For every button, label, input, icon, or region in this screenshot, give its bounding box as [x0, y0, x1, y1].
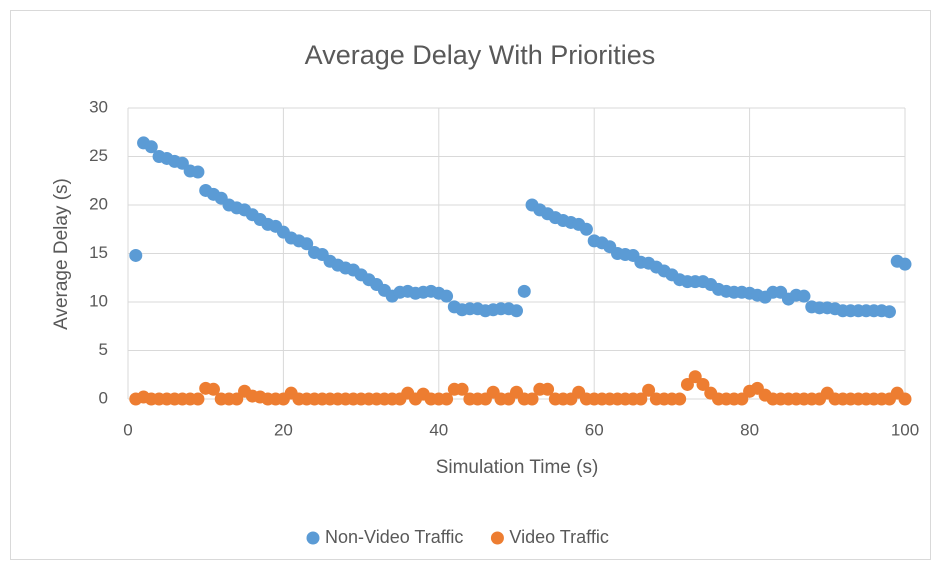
point	[882, 305, 896, 319]
point	[455, 382, 469, 396]
y-tick-label: 0	[99, 388, 108, 407]
x-axis-label: Simulation Time (s)	[436, 457, 599, 478]
point	[510, 304, 523, 318]
point	[525, 392, 539, 406]
point	[440, 392, 454, 406]
y-tick-label: 25	[89, 146, 108, 165]
x-tick-label: 100	[891, 420, 919, 439]
point	[144, 140, 158, 154]
point	[129, 248, 143, 262]
y-tick-label: 10	[89, 291, 108, 310]
point	[696, 377, 710, 391]
point	[642, 383, 656, 397]
legend-label: Video Traffic	[509, 527, 608, 547]
legend-label: Non-Video Traffic	[325, 527, 463, 547]
point	[206, 382, 220, 396]
point	[517, 284, 531, 298]
y-tick-label: 30	[89, 97, 108, 116]
y-tick-label: 20	[89, 194, 108, 213]
point	[191, 392, 205, 406]
y-axis-label: Average Delay (s)	[51, 178, 72, 330]
x-tick-label: 0	[123, 420, 132, 439]
point	[898, 257, 912, 271]
point	[673, 392, 687, 406]
legend-marker	[490, 531, 504, 545]
legend-marker	[306, 531, 320, 545]
x-tick-label: 80	[740, 420, 759, 439]
point	[191, 165, 205, 179]
chart-border	[10, 10, 931, 560]
y-tick-label: 15	[89, 243, 108, 262]
x-tick-label: 60	[585, 420, 604, 439]
x-tick-label: 20	[274, 420, 293, 439]
chart-title: Average Delay With Priorities	[305, 40, 656, 70]
point	[541, 382, 555, 396]
point	[440, 289, 454, 303]
point	[797, 289, 811, 303]
point	[579, 222, 593, 236]
x-tick-label: 40	[429, 420, 448, 439]
point	[634, 392, 648, 406]
y-tick-label: 5	[99, 340, 108, 359]
point	[898, 392, 912, 406]
point	[300, 237, 314, 251]
